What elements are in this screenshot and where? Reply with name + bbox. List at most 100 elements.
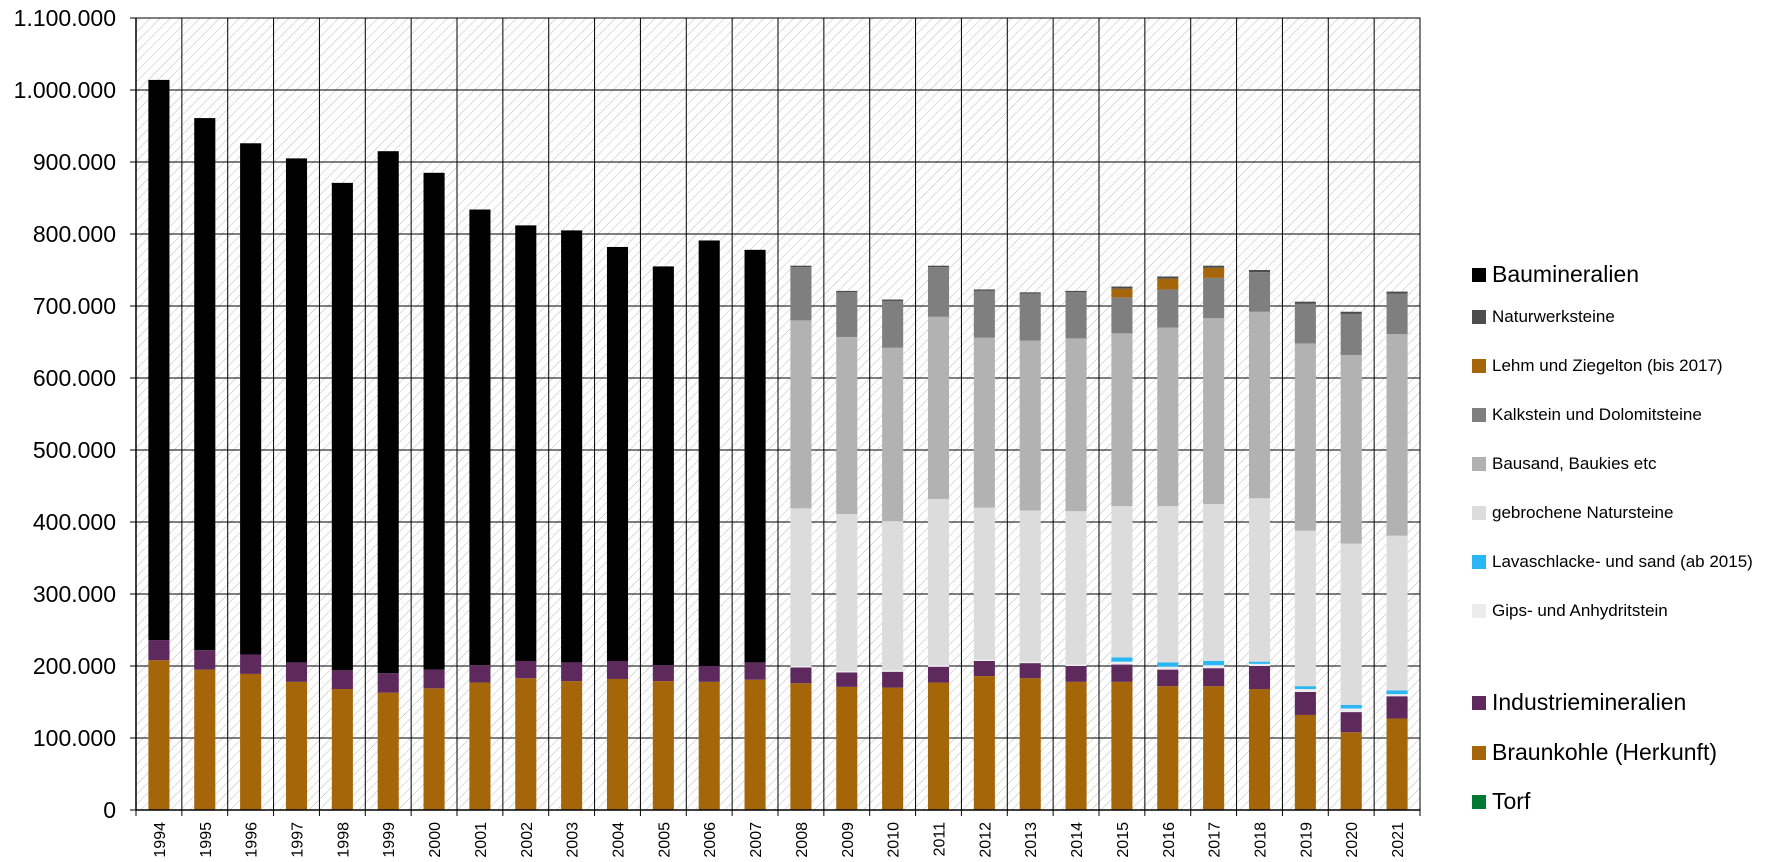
bar-segment [1065, 664, 1087, 666]
x-tick-label: 2019 [1298, 822, 1315, 858]
bar-segment [1386, 334, 1408, 536]
y-tick-label: 300.000 [33, 581, 116, 607]
bar-segment [194, 650, 216, 670]
bar-segment [698, 666, 720, 682]
bar-stack-2015 [1111, 286, 1133, 810]
y-tick-label: 100.000 [33, 725, 116, 751]
bar-segment [1157, 666, 1179, 670]
bar-stack-2009 [836, 290, 858, 810]
legend-label: Lehm und Ziegelton (bis 2017) [1492, 356, 1723, 375]
x-tick-label: 2008 [794, 822, 811, 858]
bars [148, 79, 1408, 810]
y-tick-label: 1.000.000 [14, 77, 116, 103]
y-tick-label: 600.000 [33, 365, 116, 391]
bar-stack-1998 [331, 182, 353, 810]
bar-segment [1294, 303, 1316, 344]
bar-stack-2011 [927, 265, 950, 810]
bar-segment [1203, 668, 1225, 687]
legend-swatch [1472, 408, 1486, 422]
bar-stack-1997 [285, 158, 308, 810]
x-tick-label: 1998 [335, 822, 352, 858]
y-tick-label: 900.000 [33, 149, 116, 175]
bar-segment [285, 681, 308, 810]
bar-stack-1999 [377, 151, 399, 810]
bar-segment [331, 182, 353, 671]
bar-segment [973, 507, 995, 660]
bar-segment [652, 681, 674, 810]
x-tick-label: 2014 [1069, 822, 1086, 858]
bar-stack-2004 [606, 246, 629, 810]
bar-segment [1019, 340, 1041, 511]
bar-segment [1019, 663, 1041, 679]
bar-segment [836, 290, 858, 293]
bar-segment [423, 688, 445, 810]
bar-segment [606, 246, 629, 661]
bar-segment [423, 172, 445, 670]
bar-segment [1019, 293, 1041, 341]
bar-segment [1248, 689, 1271, 810]
bar-segment [515, 660, 537, 679]
legend-label: Torf [1492, 788, 1531, 814]
legend-swatch [1472, 794, 1486, 809]
bar-segment [1019, 510, 1041, 662]
bar-segment [148, 660, 170, 810]
bar-segment [377, 673, 399, 693]
bar-segment [698, 681, 720, 810]
bar-segment [882, 299, 904, 301]
bar-segment [1203, 504, 1225, 661]
x-tick-label: 1996 [244, 822, 261, 858]
bar-segment [790, 265, 812, 268]
bar-segment [331, 689, 353, 810]
bar-segment [973, 660, 995, 677]
legend-item-torf: Torf [1472, 788, 1530, 815]
bar-segment [882, 670, 904, 672]
axes [130, 17, 1421, 816]
bar-segment [1386, 291, 1408, 294]
x-tick-label: 2021 [1390, 822, 1407, 858]
legend-swatch [1472, 310, 1486, 324]
bar-stack-2013 [1019, 292, 1041, 810]
x-tick-label: 2010 [886, 822, 903, 858]
bar-segment [744, 662, 766, 680]
bar-segment [1248, 661, 1271, 664]
bar-segment [1157, 669, 1179, 687]
bar-segment [927, 682, 950, 810]
x-axis-tick-labels: 1994 1995 1996 1997 1998 1999 2000 2001 2002 2003… [152, 822, 1407, 858]
x-tick-label: 2013 [1023, 822, 1040, 858]
bar-segment [1340, 704, 1362, 709]
bar-segment [927, 265, 950, 268]
bar-segment [1203, 665, 1225, 669]
legend-item-naturwerksteine: Naturwerksteine [1472, 307, 1615, 327]
bar-segment [1386, 694, 1408, 697]
bar-segment [1340, 732, 1362, 810]
x-tick-label: 2017 [1207, 822, 1224, 858]
bar-segment [1386, 718, 1408, 810]
bar-segment [1111, 664, 1133, 682]
bar-segment [1248, 272, 1271, 312]
bar-segment [1248, 270, 1271, 273]
bar-segment [1294, 689, 1316, 692]
bar-segment [1248, 666, 1271, 690]
bar-segment [1294, 691, 1316, 715]
bar-segment [882, 300, 904, 348]
bar-segment [1386, 696, 1408, 719]
y-tick-label: 500.000 [33, 437, 116, 463]
bar-segment [1340, 313, 1362, 355]
bar-segment [515, 678, 537, 810]
legend-label: Industriemineralien [1492, 689, 1687, 715]
bar-segment [377, 692, 399, 810]
legend-item-braunkohle: Braunkohle (Herkunft) [1472, 739, 1717, 766]
bar-segment [882, 687, 904, 810]
bar-segment [240, 654, 262, 674]
bar-stack-1995 [194, 118, 216, 810]
legend-item-baumineralien: Baumineralien [1472, 261, 1639, 288]
legend-item-lavaschlacke: Lavaschlacke- und sand (ab 2015) [1472, 552, 1753, 572]
bar-segment [973, 337, 995, 508]
bar-segment [1157, 662, 1179, 667]
legend-item-industriemineralien: Industriemineralien [1472, 689, 1686, 716]
bar-segment [1111, 297, 1133, 334]
bar-segment [927, 666, 950, 683]
bar-segment [973, 290, 995, 338]
bar-segment [148, 640, 170, 661]
bar-segment [973, 676, 995, 810]
